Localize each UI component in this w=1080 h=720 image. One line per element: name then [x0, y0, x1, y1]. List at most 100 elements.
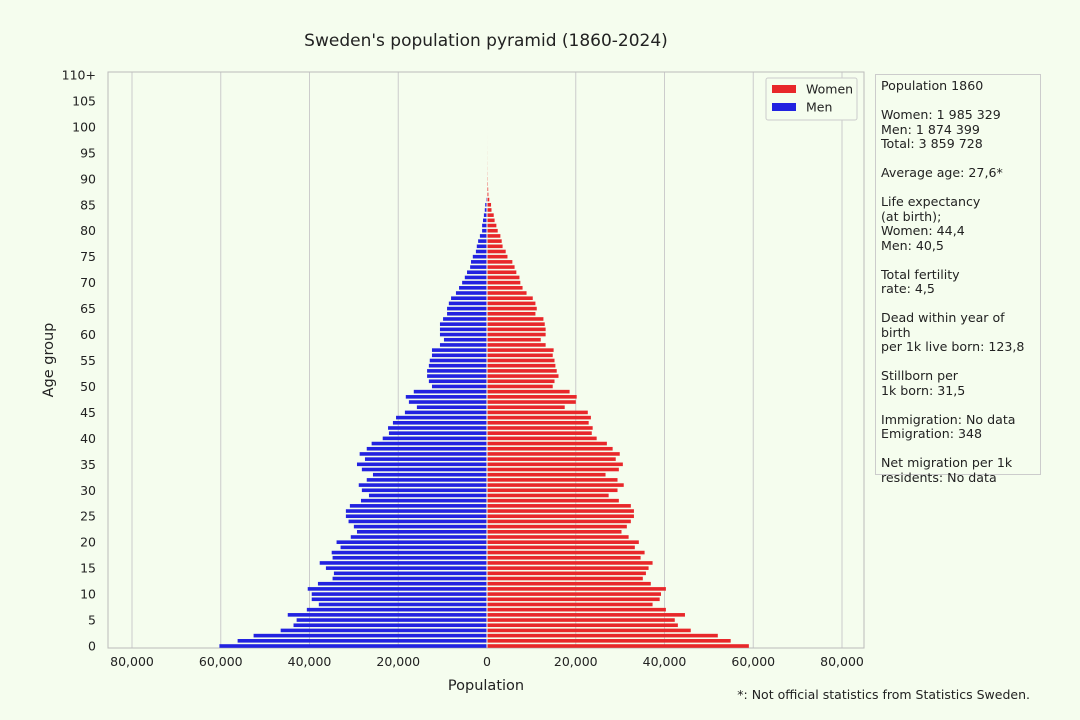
x-axis-label: Population — [448, 678, 524, 694]
info-box: Population 1860 Women: 1 985 329 Men: 1 … — [875, 74, 1041, 484]
bar-women-age-20 — [487, 540, 639, 544]
bar-women-age-13 — [487, 576, 643, 581]
bar-women-age-45 — [487, 410, 588, 415]
bar-men-age-27 — [349, 504, 487, 508]
y-tick-label: 85 — [80, 197, 96, 212]
bar-men-age-75 — [472, 254, 487, 259]
bar-women-age-64 — [487, 311, 536, 316]
bar-women-age-86 — [487, 197, 490, 202]
bar-men-age-12 — [317, 581, 487, 586]
bar-men-age-66 — [448, 301, 487, 306]
bar-men-age-17 — [332, 555, 487, 560]
bar-women-age-17 — [487, 555, 641, 560]
bar-men-age-61 — [439, 327, 487, 332]
bar-women-age-0 — [487, 644, 749, 648]
bar-women-age-69 — [487, 286, 523, 290]
bar-women-age-32 — [487, 478, 618, 482]
bar-men-age-15 — [325, 566, 487, 570]
bar-women-age-31 — [487, 483, 624, 487]
bar-men-age-43 — [392, 420, 487, 425]
y-tick-label: 45 — [80, 405, 96, 420]
bar-women-age-84 — [487, 208, 492, 212]
bar-men-age-11 — [307, 587, 487, 591]
bar-women-age-41 — [487, 431, 592, 435]
bar-men-age-62 — [439, 322, 487, 326]
bar-women-age-29 — [487, 493, 609, 498]
bar-men-age-39 — [371, 441, 487, 446]
bar-men-age-37 — [359, 452, 487, 456]
y-tick-label: 0 — [88, 639, 96, 654]
bar-men-age-85 — [485, 202, 487, 207]
bar-women-age-8 — [487, 602, 653, 607]
bar-men-age-8 — [318, 602, 487, 607]
y-tick-label: 15 — [80, 561, 96, 576]
y-tick-label: 65 — [80, 301, 96, 316]
bar-women-age-1 — [487, 639, 731, 643]
y-tick-label: 50 — [80, 379, 96, 394]
y-tick-label: 90 — [80, 171, 96, 186]
bar-women-age-2 — [487, 633, 718, 638]
bar-women-age-51 — [487, 379, 555, 384]
bar-women-age-30 — [487, 488, 618, 493]
x-tick-label: 20,000 — [376, 654, 420, 669]
y-tick-label: 5 — [88, 613, 96, 628]
bar-women-age-59 — [487, 337, 541, 342]
bar-women-age-65 — [487, 306, 537, 311]
bar-women-age-36 — [487, 457, 616, 461]
bar-women-age-61 — [487, 327, 546, 332]
bar-women-age-25 — [487, 514, 634, 519]
bar-women-age-79 — [487, 234, 501, 238]
bar-women-age-47 — [487, 400, 576, 404]
bar-men-age-7 — [306, 607, 487, 612]
bar-men-age-10 — [311, 592, 487, 596]
bar-men-age-42 — [388, 426, 487, 430]
bar-women-age-87 — [487, 192, 489, 197]
bar-men-age-77 — [476, 244, 487, 249]
bar-men-age-40 — [382, 436, 487, 441]
bar-women-age-82 — [487, 218, 495, 223]
bar-women-age-16 — [487, 561, 653, 565]
bar-women-age-5 — [487, 618, 675, 622]
bar-women-age-38 — [487, 446, 613, 451]
bar-women-age-88 — [487, 187, 489, 191]
y-tick-label: 95 — [80, 145, 96, 160]
bar-women-age-77 — [487, 244, 503, 249]
bar-women-age-73 — [487, 265, 515, 269]
bar-men-age-69 — [459, 286, 487, 290]
x-tick-label: 20,000 — [554, 654, 598, 669]
bar-men-age-51 — [428, 379, 487, 384]
bar-men-age-55 — [429, 358, 487, 363]
bar-men-age-73 — [470, 265, 487, 269]
bar-women-age-46 — [487, 405, 565, 410]
bar-men-age-63 — [443, 317, 487, 321]
bar-women-age-6 — [487, 613, 685, 617]
bar-women-age-75 — [487, 254, 508, 259]
bar-men-age-45 — [404, 410, 487, 415]
bar-men-age-47 — [408, 400, 487, 404]
bar-men-age-83 — [483, 213, 487, 217]
bar-men-age-82 — [483, 218, 487, 223]
bar-women-age-71 — [487, 275, 520, 280]
bar-women-age-80 — [487, 228, 498, 233]
bar-men-age-72 — [467, 270, 487, 275]
bar-men-age-52 — [427, 374, 487, 378]
bar-men-age-56 — [431, 353, 487, 358]
y-tick-label: 25 — [80, 509, 96, 524]
bar-women-age-34 — [487, 467, 619, 472]
bar-women-age-70 — [487, 280, 521, 285]
x-tick-label: 60,000 — [731, 654, 775, 669]
chart-title: Sweden's population pyramid (1860-2024) — [304, 31, 668, 51]
bar-women-age-10 — [487, 592, 662, 596]
bar-women-age-49 — [487, 389, 570, 394]
bar-women-age-76 — [487, 249, 506, 254]
bar-women-age-57 — [487, 348, 554, 352]
y-tick-label: 30 — [80, 483, 96, 498]
bar-men-age-58 — [439, 343, 487, 347]
bar-men-age-41 — [388, 431, 487, 435]
y-tick-label: 110+ — [62, 68, 96, 83]
bar-women-age-26 — [487, 509, 634, 513]
bar-men-age-26 — [345, 509, 487, 513]
bar-women-age-40 — [487, 436, 597, 441]
bar-women-age-11 — [487, 587, 666, 591]
bar-women-age-81 — [487, 223, 497, 228]
